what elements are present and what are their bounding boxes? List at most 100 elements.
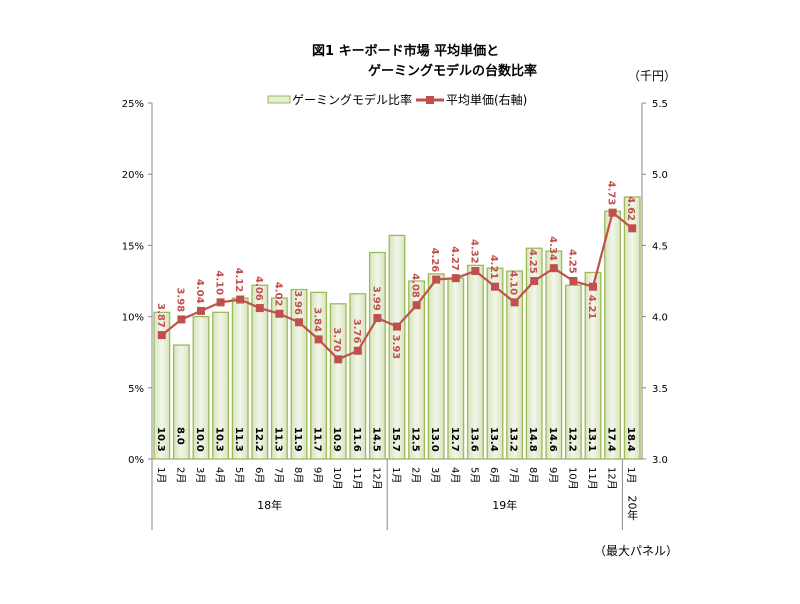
bar-data-label: 13.4 bbox=[488, 427, 499, 452]
price-marker bbox=[157, 331, 166, 340]
bar bbox=[172, 344, 190, 460]
left-tick-label: 15% bbox=[122, 241, 144, 252]
price-data-label: 3.99 bbox=[370, 286, 381, 311]
bar-data-label: 11.3 bbox=[272, 427, 283, 452]
bar-data-label: 14.5 bbox=[370, 427, 381, 452]
bar bbox=[408, 280, 426, 460]
bar bbox=[427, 273, 445, 460]
category-label: 3月 bbox=[194, 467, 206, 483]
price-data-label: 4.73 bbox=[606, 181, 617, 206]
category-label: 9月 bbox=[547, 467, 559, 483]
price-marker bbox=[334, 355, 343, 364]
bar-data-label: 17.4 bbox=[606, 427, 617, 452]
category-label: 7月 bbox=[508, 467, 520, 483]
legend-bar-label: ゲーミングモデル比率 bbox=[292, 92, 412, 107]
price-marker bbox=[589, 282, 597, 291]
bar-data-label: 12.2 bbox=[253, 427, 264, 452]
right-tick-label: 5.5 bbox=[652, 99, 668, 110]
price-data-label: 3.93 bbox=[390, 335, 401, 360]
right-tick-label: 3.5 bbox=[652, 384, 668, 395]
bar bbox=[466, 264, 484, 460]
price-marker bbox=[197, 306, 205, 315]
bar bbox=[368, 251, 386, 460]
right-tick-label: 4.0 bbox=[652, 313, 668, 324]
legend-bar-swatch bbox=[267, 95, 291, 104]
category-label: 1月 bbox=[625, 467, 637, 483]
bar-data-label: 10.9 bbox=[331, 427, 342, 452]
bar-data-label: 18.4 bbox=[625, 427, 636, 452]
category-label: 7月 bbox=[272, 467, 284, 483]
price-data-label: 4.08 bbox=[410, 273, 421, 298]
right-tick-label: 5.0 bbox=[652, 170, 668, 181]
category-label: 5月 bbox=[233, 467, 245, 483]
bar-data-label: 15.7 bbox=[390, 427, 401, 452]
category-label: 5月 bbox=[468, 467, 480, 483]
left-tick-label: 10% bbox=[122, 313, 144, 324]
category-label: 2月 bbox=[410, 467, 422, 483]
price-data-label: 3.98 bbox=[174, 287, 185, 312]
price-marker bbox=[510, 298, 519, 307]
category-label: 12月 bbox=[370, 467, 382, 490]
price-marker bbox=[451, 274, 460, 283]
bar-data-label: 12.2 bbox=[566, 427, 577, 452]
bar bbox=[270, 297, 288, 460]
year-label: 20年 bbox=[626, 496, 639, 521]
price-data-label: 4.32 bbox=[468, 239, 479, 264]
bar bbox=[604, 210, 622, 460]
category-label: 3月 bbox=[429, 467, 441, 483]
right-tick-label: 4.5 bbox=[652, 241, 668, 252]
legend-line-label: 平均単価(右軸) bbox=[446, 92, 527, 107]
bar bbox=[212, 311, 230, 460]
price-data-label: 3.76 bbox=[351, 319, 362, 344]
price-data-label: 4.06 bbox=[253, 276, 264, 301]
price-data-label: 4.62 bbox=[625, 196, 636, 221]
bar-data-label: 11.3 bbox=[233, 427, 244, 452]
left-tick-label: 20% bbox=[122, 170, 144, 181]
footnote: （最大パネル） bbox=[594, 544, 678, 558]
category-label: 12月 bbox=[606, 467, 618, 490]
right-axis-unit: （千円） bbox=[628, 69, 676, 83]
bar bbox=[564, 284, 582, 460]
price-marker bbox=[236, 295, 245, 304]
price-marker bbox=[353, 346, 362, 355]
bar-data-label: 14.8 bbox=[527, 427, 538, 452]
price-marker bbox=[530, 277, 539, 285]
bar-data-label: 10.0 bbox=[194, 427, 205, 452]
category-label: 11月 bbox=[351, 467, 363, 490]
bar-data-label: 12.5 bbox=[410, 427, 421, 452]
bar-data-label: 14.6 bbox=[547, 427, 558, 452]
price-marker bbox=[549, 264, 558, 273]
bar bbox=[388, 234, 406, 460]
bar-data-label: 10.3 bbox=[214, 427, 225, 452]
price-data-label: 4.10 bbox=[214, 270, 225, 295]
bar-data-label: 13.2 bbox=[508, 427, 519, 452]
bar-data-label: 10.3 bbox=[155, 427, 166, 452]
bar bbox=[525, 247, 543, 460]
bar bbox=[623, 196, 641, 460]
bar-data-label: 13.6 bbox=[468, 427, 479, 452]
left-tick-label: 0% bbox=[128, 455, 144, 466]
price-marker bbox=[314, 335, 323, 344]
bar bbox=[153, 311, 171, 460]
price-marker bbox=[295, 318, 303, 327]
category-label: 4月 bbox=[449, 467, 461, 483]
legend: ゲーミングモデル比率 平均単価(右軸) bbox=[267, 92, 527, 107]
bar-data-label: 11.9 bbox=[292, 427, 303, 452]
price-marker bbox=[491, 282, 499, 291]
bar bbox=[192, 315, 210, 460]
price-marker bbox=[628, 224, 637, 233]
price-marker bbox=[471, 267, 480, 276]
category-label: 8月 bbox=[292, 467, 304, 483]
right-tick-label: 3.0 bbox=[652, 455, 668, 466]
price-data-label: 4.26 bbox=[429, 248, 440, 273]
category-label: 6月 bbox=[253, 467, 265, 483]
bar bbox=[349, 293, 367, 460]
price-marker bbox=[432, 275, 441, 284]
price-data-label: 4.02 bbox=[272, 282, 283, 307]
legend-line-marker bbox=[426, 96, 434, 104]
category-label: 11月 bbox=[586, 467, 598, 490]
left-tick-label: 25% bbox=[122, 99, 144, 110]
bar bbox=[290, 288, 308, 460]
